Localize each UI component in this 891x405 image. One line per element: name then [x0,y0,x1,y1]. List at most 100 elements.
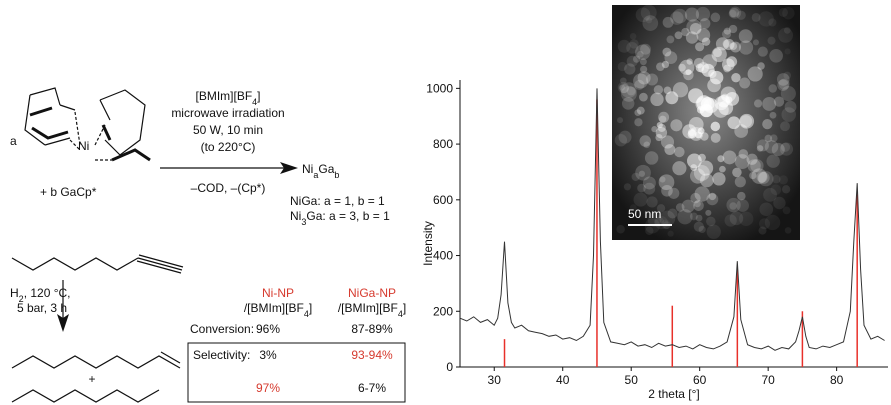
text-part: (to 220°C) [201,140,256,154]
text-part: Ni [302,162,313,176]
nanoparticle [659,115,667,123]
nanoparticle [783,71,792,80]
nanoparticle [696,28,711,42]
subscript: 4 [304,309,309,319]
text-part: Ga [318,162,334,176]
nanoparticle [659,210,676,227]
nanoparticle [782,185,791,194]
y-tick-label: 1000 [426,81,453,95]
nanoparticle [693,200,701,208]
nanoparticle [717,155,725,163]
nanoparticle [708,192,717,201]
nanoparticle [668,187,680,199]
nanoparticle [631,172,640,181]
nanoparticle [635,164,651,181]
nanoparticle [651,126,658,133]
row-label: Conversion: [190,322,254,336]
nanoparticle [728,6,742,19]
text-part: ] [403,301,406,315]
nanoparticle [695,214,703,222]
nanoparticle [720,86,737,103]
nanoparticle [636,106,645,115]
nanoparticle [756,145,764,152]
nanoparticle [687,129,697,139]
nanoparticle [666,35,675,44]
nanoparticle [699,18,711,29]
nanoparticle [664,144,676,155]
reaction-condition: [BMIm][BF4] [195,89,260,107]
nanoparticle [734,154,750,170]
column-header: /[BMIm][BF4] [244,301,312,319]
nanoparticle [640,43,651,55]
nanoparticle [682,124,697,139]
table-cell: 87-89% [351,322,393,336]
nanoparticle [619,77,627,85]
nanoparticle [656,62,665,71]
nanoparticle [620,85,637,102]
nanoparticle [751,12,761,22]
nanoparticle [640,4,657,21]
nanoparticle [736,199,749,212]
plus-sign: + [88,372,95,386]
nanoparticle [770,184,782,196]
selectivity-box [187,342,406,403]
nanoparticle [667,230,674,237]
nanoparticle [759,202,774,217]
ni-cod2-structure [24,87,151,162]
nanoparticle [697,127,705,135]
nanoparticle [696,95,712,111]
nanoparticle [685,31,699,44]
nanoparticle [729,7,740,18]
nanoparticle [639,135,651,147]
nanoparticle [772,175,781,184]
nanoparticle [629,204,637,211]
nanoparticle [662,47,672,57]
nanoparticle [782,6,795,20]
nanoparticle [749,171,757,180]
nanoparticle [665,91,679,105]
nanoparticle [643,141,651,149]
nanoparticle [656,204,666,213]
nanoparticle [739,113,755,129]
byproducts: –COD, –(Cp*) [191,181,266,195]
nanoparticle [773,96,785,107]
nanoparticle [639,58,647,66]
nanoparticle [750,159,764,173]
nanoparticle [638,170,646,177]
alkyne-chain [11,257,139,271]
nanoparticle [634,118,643,127]
nanoparticle [710,12,721,23]
nanoparticle [645,226,654,235]
nanoparticle [783,27,791,34]
nanoparticle [723,38,735,51]
nanoparticle [759,218,771,230]
nanoparticle [681,199,695,213]
nanoparticle [715,37,729,51]
table-cell: 6-7% [358,381,386,395]
nanoparticle [693,165,710,181]
column-header: NiGa-NP [348,286,396,300]
nanoparticle [684,7,700,22]
nanoparticle [689,22,702,35]
nanoparticle [678,63,686,72]
y-tick-label: 800 [433,137,453,151]
metal-label: Ni [78,139,89,153]
nanoparticle [639,92,648,102]
reaction-condition: (to 220°C) [201,140,256,154]
nanoparticle [634,79,645,90]
nanoparticle [626,41,639,54]
nanoparticle [670,11,684,25]
nanoparticle [633,192,648,207]
nanoparticle [712,172,726,186]
nanoparticle [661,184,673,197]
nanoparticle [626,86,636,96]
coordination [69,111,112,161]
nanoparticle [633,73,649,89]
table-cell: 93-94% [351,348,393,362]
nanoparticle [758,226,767,235]
nanoparticle [635,7,651,23]
nanoparticle [634,109,642,116]
nanoparticle [757,171,770,184]
nanoparticle [695,6,711,22]
nanoparticle [657,123,666,132]
